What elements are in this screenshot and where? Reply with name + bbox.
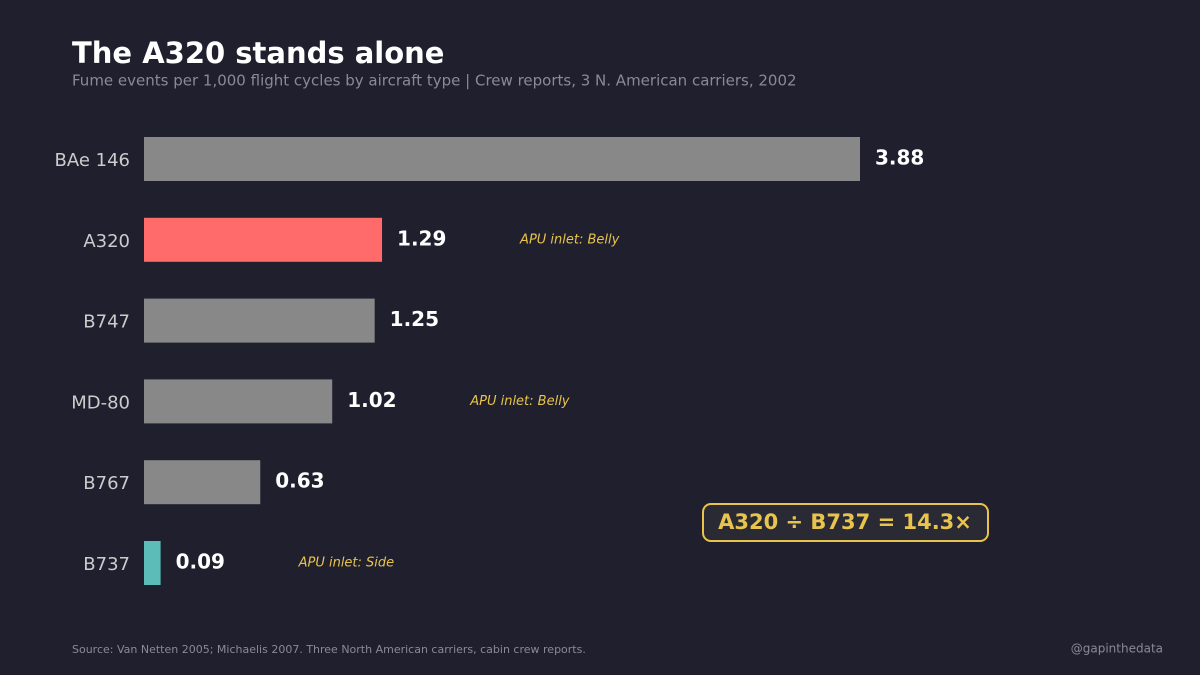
- value-label: 1.02: [347, 388, 396, 412]
- category-label: B747: [83, 312, 130, 333]
- chart-subtitle: Fume events per 1,000 flight cycles by a…: [72, 72, 797, 90]
- bar-note: APU inlet: Belly: [519, 232, 620, 247]
- bar: [144, 217, 383, 262]
- category-label: BAe 146: [55, 150, 131, 171]
- value-label: 1.25: [390, 307, 439, 331]
- category-label: MD-80: [71, 392, 130, 413]
- bar: [144, 460, 261, 505]
- value-label: 0.63: [275, 469, 324, 493]
- bar-note: APU inlet: Side: [298, 556, 395, 571]
- bar: [144, 379, 333, 424]
- callout-box: [702, 503, 989, 542]
- bar: [144, 137, 860, 181]
- value-label: 0.09: [176, 550, 225, 574]
- bar: [144, 541, 161, 585]
- value-label: 3.88: [875, 146, 924, 170]
- bar: [144, 298, 375, 343]
- bar-note: APU inlet: Belly: [469, 394, 570, 409]
- source: Source: Van Netten 2005; Michaelis 2007.…: [72, 643, 586, 656]
- category-label: B737: [83, 554, 130, 575]
- chart-title: The A320 stands alone: [72, 36, 444, 70]
- category-label: A320: [83, 231, 130, 252]
- value-label: 1.29: [397, 226, 446, 250]
- callout: A320 ÷ B737 = 14.3×: [718, 510, 972, 534]
- credit: @gapinthedata: [1071, 642, 1163, 656]
- category-label: B767: [83, 473, 130, 494]
